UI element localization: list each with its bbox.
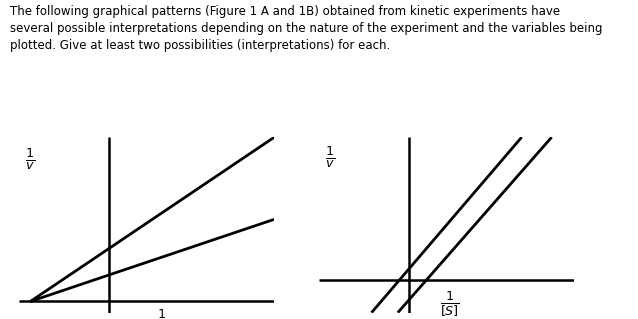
Text: $\frac{1}{[S]}$: $\frac{1}{[S]}$ [440,290,460,318]
Text: $\frac{1}{v}$: $\frac{1}{v}$ [26,147,35,173]
Text: The following graphical patterns (Figure 1 A and 1B) obtained from kinetic exper: The following graphical patterns (Figure… [10,5,602,52]
Text: $\frac{1}{v}$: $\frac{1}{v}$ [325,144,335,169]
Text: $\frac{1}{[S]}$: $\frac{1}{[S]}$ [152,308,172,319]
